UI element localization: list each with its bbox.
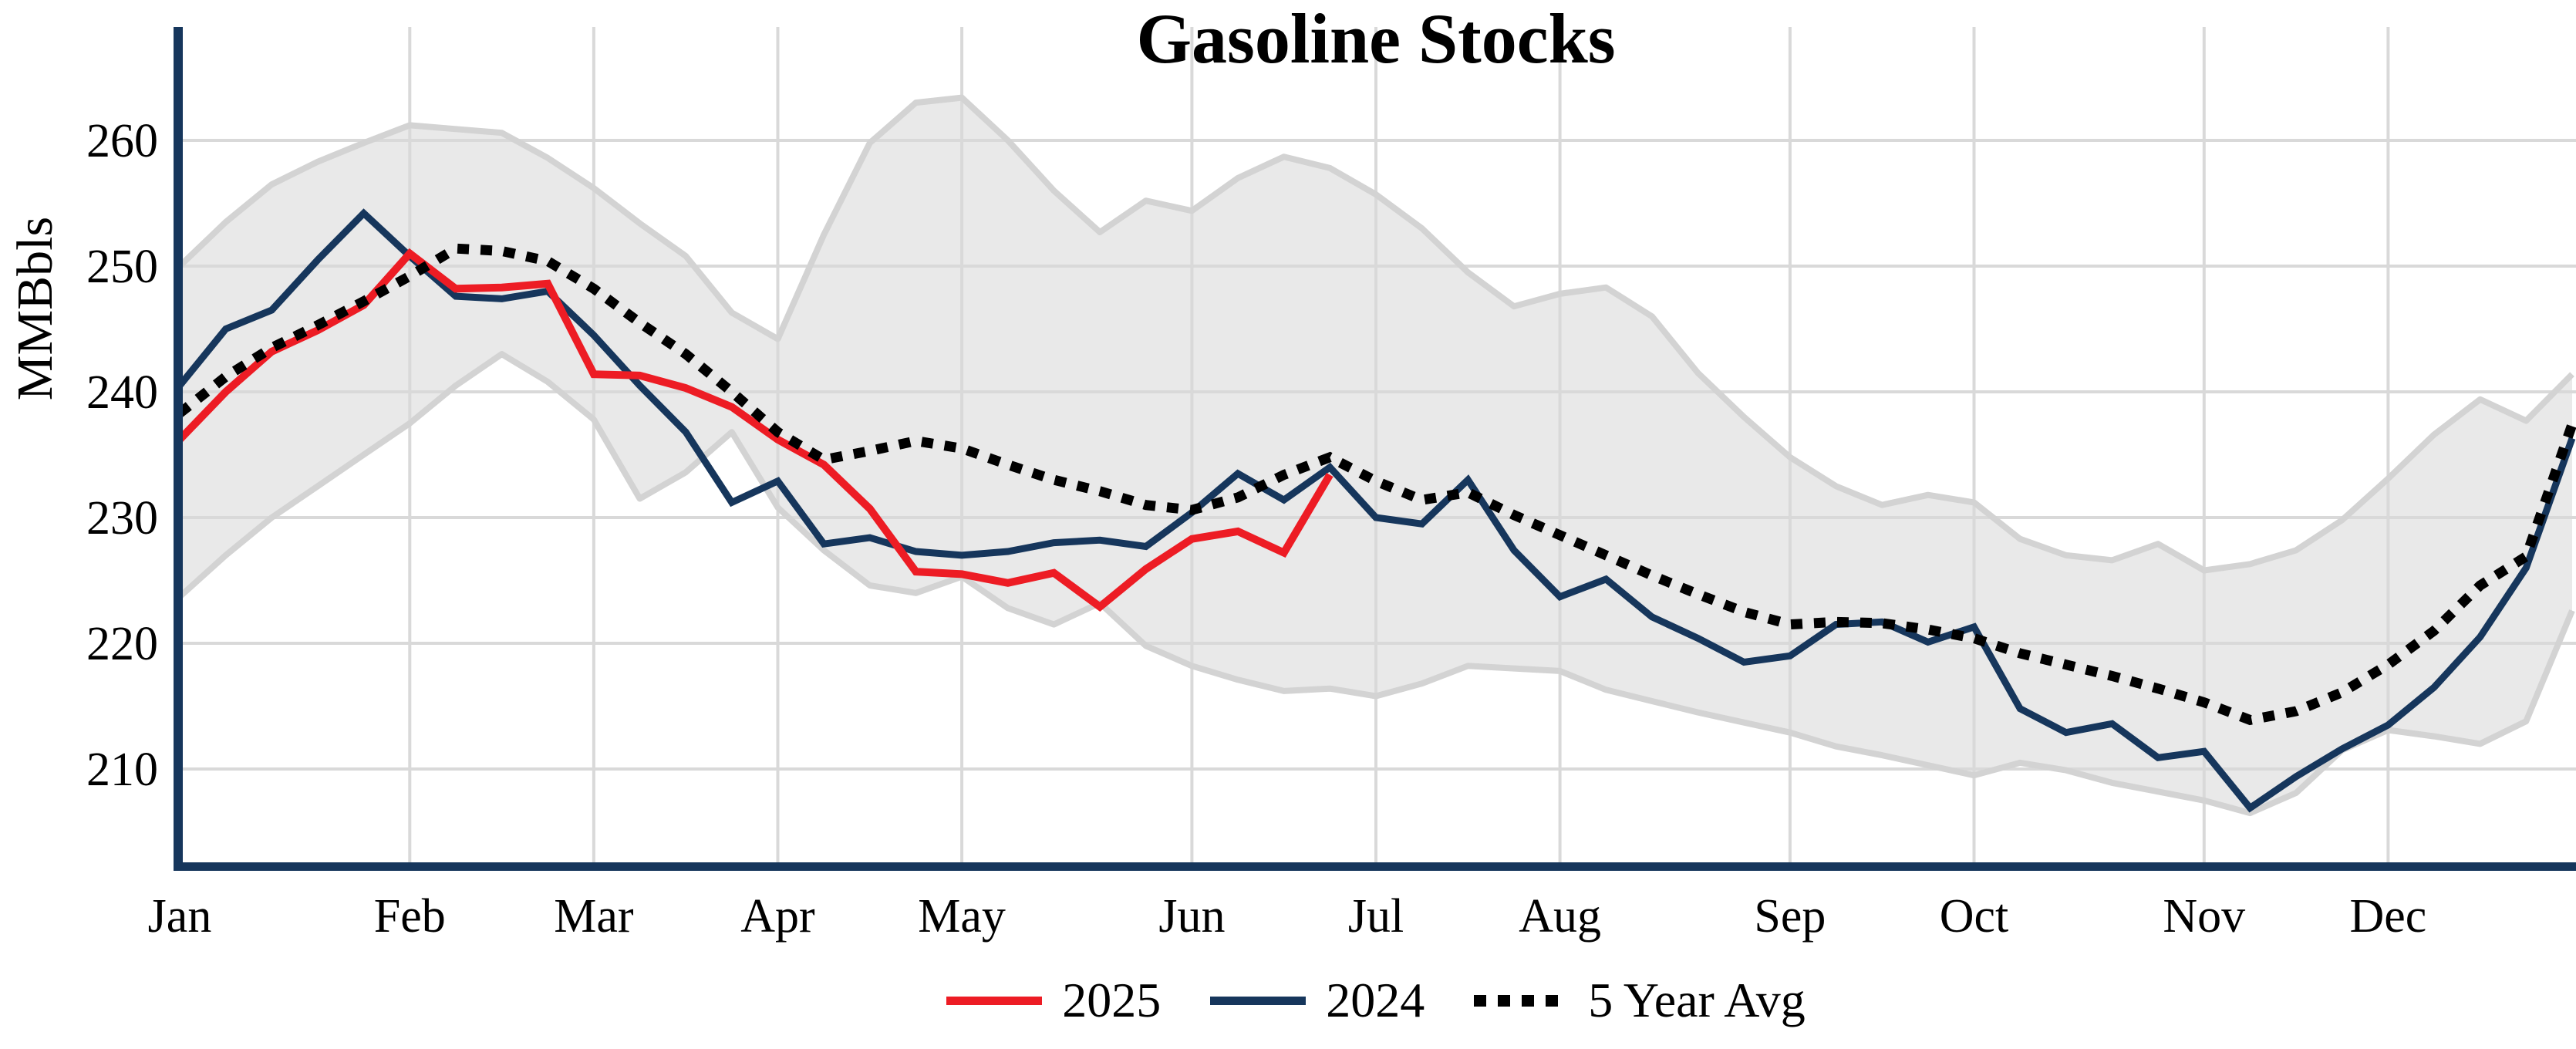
series-2025-line	[177, 248, 1334, 612]
x-tick-label: Dec	[2349, 890, 2426, 943]
x-tick-label: May	[918, 890, 1006, 943]
x-tick-label: Jan	[148, 890, 212, 943]
band-lower-edge	[177, 351, 2575, 817]
x-axis-spine	[174, 862, 2576, 871]
y-tick-label: 250	[86, 241, 158, 293]
x-tick-label: Jul	[1348, 890, 1404, 943]
series-2024-line	[177, 208, 2576, 813]
y-axis-spine	[174, 27, 183, 871]
y-tick-label: 210	[86, 744, 158, 796]
legend-label-5yr-avg: 5 Year Avg	[1588, 973, 1806, 1027]
y-tick-label: 220	[86, 618, 158, 670]
y-tick-label: 240	[86, 366, 158, 419]
x-tick-label: Feb	[374, 890, 446, 943]
y-tick-label: 260	[86, 115, 158, 167]
legend: 2025 2024 5 Year Avg	[180, 967, 2572, 1034]
legend-label-2024: 2024	[1326, 973, 1425, 1027]
legend-item-2025: 2025	[946, 972, 1161, 1029]
y-axis-title: MMBbls	[7, 216, 63, 401]
x-tick-label: Nov	[2163, 890, 2245, 943]
x-tick-label: Oct	[1940, 890, 2009, 943]
x-tick-label: Jun	[1158, 890, 1225, 943]
x-tick-label: Aug	[1519, 890, 1601, 943]
legend-label-2025: 2025	[1062, 973, 1162, 1027]
legend-swatch-2025-line-icon	[946, 996, 1043, 1005]
x-tick-label: Apr	[740, 890, 815, 943]
legend-swatch-5yr-avg-dotted-icon	[1474, 994, 1569, 1007]
band-upper-edge	[177, 94, 2574, 574]
chart-title: Gasoline Stocks	[1136, 0, 1616, 78]
legend-item-5yr-avg: 5 Year Avg	[1474, 972, 1806, 1029]
x-tick-label: Sep	[1754, 890, 1826, 943]
legend-item-2024: 2024	[1210, 972, 1425, 1029]
y-tick-label: 230	[86, 492, 158, 545]
x-tick-label: Mar	[554, 890, 634, 943]
legend-swatch-2024-line-icon	[1210, 996, 1307, 1005]
